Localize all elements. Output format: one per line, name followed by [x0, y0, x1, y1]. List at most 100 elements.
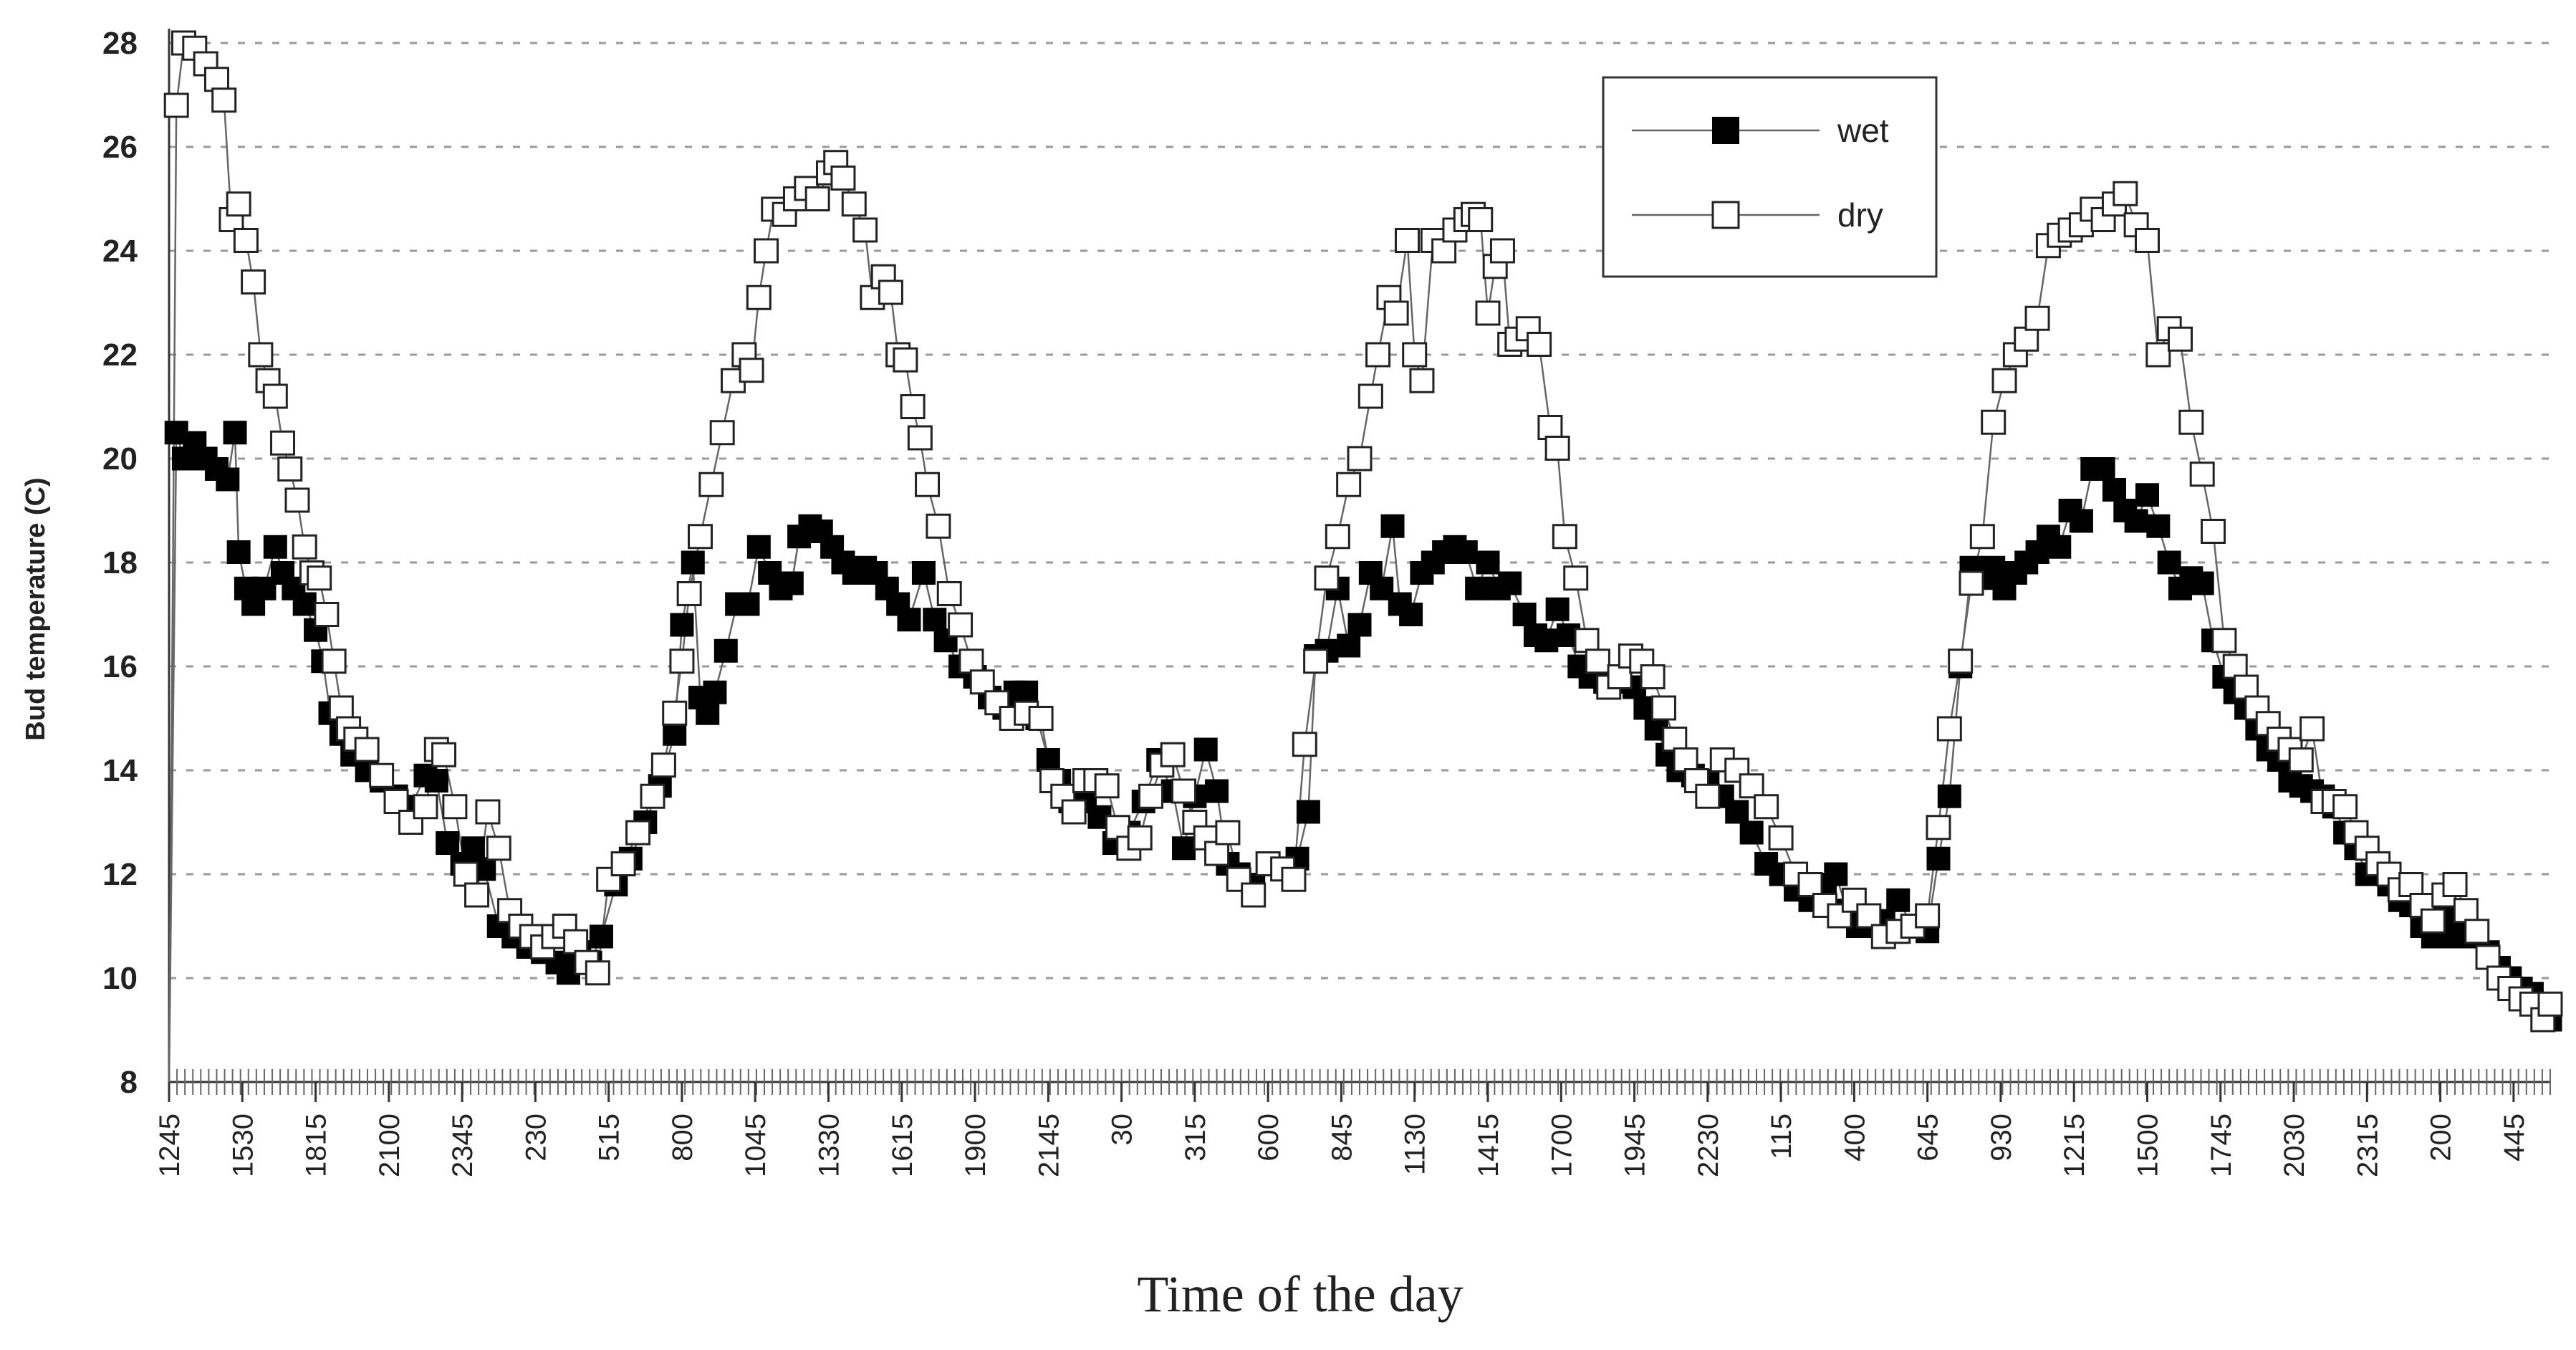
point-dry-1 [163, 92, 189, 118]
point-wet-27 [436, 831, 460, 855]
point-dry-84 [969, 669, 995, 695]
y-tick-label-18: 18 [102, 545, 138, 580]
point-dry-10 [241, 269, 266, 295]
x-tick-label-0: 1245 [154, 1114, 186, 1177]
point-wet-78 [1036, 748, 1060, 772]
point-dry-216 [2453, 898, 2479, 924]
point-dry-120 [1383, 300, 1409, 326]
point-dry-202 [2299, 716, 2325, 742]
point-dry-15 [277, 456, 303, 482]
y-tick-label-22: 22 [102, 338, 138, 373]
x-axis-label: Time of the day [1137, 1265, 1463, 1323]
point-wet-170 [2146, 514, 2171, 538]
point-wet-135 [1725, 800, 1749, 824]
point-dry-125 [1431, 238, 1457, 264]
point-dry-172 [1969, 524, 1995, 550]
point-dry-123 [1409, 368, 1435, 393]
point-dry-136 [1527, 332, 1552, 357]
x-tick-label-6: 515 [594, 1114, 625, 1162]
point-dry-87 [1014, 700, 1039, 726]
point-wet-151 [1937, 784, 1961, 808]
y-axis-label: Bud temperature (C) [21, 477, 51, 740]
point-wet-150 [1926, 846, 1951, 871]
point-dry-111 [1292, 732, 1317, 757]
legend: wet dry [1602, 76, 1938, 278]
series-line-wet [168, 432, 2551, 1083]
point-dry-140 [1563, 565, 1589, 591]
point-dry-110 [1281, 866, 1307, 892]
point-dry-177 [2024, 305, 2050, 331]
point-wet-39 [589, 924, 613, 949]
point-dry-106 [1226, 866, 1251, 892]
point-wet-69 [923, 608, 947, 632]
point-dry-139 [1552, 524, 1577, 550]
point-wet-163 [2069, 509, 2093, 533]
x-tick-label-26: 1215 [2059, 1114, 2090, 1177]
x-tick-label-7: 800 [667, 1114, 698, 1162]
point-dry-185 [2113, 181, 2138, 206]
point-dry-194 [2211, 628, 2237, 654]
point-dry-60 [746, 284, 772, 310]
x-tick-label-11: 1900 [960, 1114, 991, 1177]
point-dry-79 [915, 471, 941, 497]
legend-wet-label: wet [1837, 112, 1889, 149]
x-tick-label-24: 645 [1913, 1114, 1944, 1162]
point-wet-53 [746, 535, 771, 559]
point-dry-71 [852, 217, 878, 243]
point-dry-19 [307, 565, 332, 591]
x-tick-label-1: 1530 [227, 1114, 259, 1177]
point-dry-104 [1204, 841, 1230, 866]
point-dry-32 [442, 794, 468, 820]
point-dry-17 [292, 534, 317, 560]
point-dry-74 [878, 279, 903, 305]
point-dry-173 [1981, 409, 2007, 435]
point-wet-7 [223, 421, 247, 445]
y-tick-label-8: 8 [120, 1065, 138, 1100]
point-wet-120 [1534, 628, 1559, 653]
x-tick-label-15: 600 [1253, 1114, 1284, 1162]
point-dry-81 [936, 581, 962, 606]
point-dry-70 [841, 191, 867, 217]
point-wet-48 [696, 701, 720, 725]
y-axis-ticks: 8 10 12 14 16 18 20 22 24 26 28 [102, 26, 138, 1100]
point-wet-155 [1981, 555, 2006, 580]
point-dry-34 [464, 882, 490, 908]
point-dry-25 [354, 737, 380, 762]
point-dry-53 [676, 581, 702, 606]
point-dry-85 [984, 690, 1010, 716]
point-wet-117 [1498, 571, 1522, 595]
point-dry-91 [1061, 799, 1087, 825]
grid [169, 42, 2550, 980]
point-wet-103 [1347, 613, 1372, 637]
x-tick-label-23: 400 [1839, 1114, 1870, 1162]
point-dry-167 [1915, 903, 1941, 929]
point-dry-94 [1094, 773, 1120, 799]
point-wet-26 [424, 769, 448, 793]
y-tick-label-16: 16 [102, 649, 138, 684]
legend-dry-marker [1711, 201, 1740, 229]
point-dry-51 [662, 700, 688, 726]
point-dry-76 [893, 347, 918, 373]
legend-wet-marker [1712, 117, 1739, 144]
point-dry-213 [2420, 908, 2446, 934]
point-dry-129 [1468, 207, 1494, 232]
x-tick-label-25: 930 [1986, 1114, 2017, 1162]
point-dry-27 [383, 789, 409, 814]
point-wet-169 [2135, 483, 2159, 507]
x-tick-label-18: 1415 [1473, 1114, 1504, 1177]
point-dry-43 [563, 929, 589, 954]
point-dry-88 [1028, 706, 1054, 731]
point-wet-136 [1739, 820, 1764, 845]
point-dry-114 [1325, 524, 1350, 550]
point-dry-33 [453, 861, 479, 887]
x-tick-label-9: 1330 [813, 1114, 845, 1177]
x-tick-label-3: 2100 [374, 1114, 405, 1177]
point-dry-169 [1936, 716, 1962, 742]
point-dry-61 [754, 238, 779, 264]
axes [168, 29, 2551, 1095]
point-wet-91 [1205, 779, 1229, 803]
x-tick-label-19: 1700 [1546, 1114, 1577, 1177]
point-wet-118 [1512, 603, 1537, 626]
point-wet-168 [2124, 509, 2148, 533]
